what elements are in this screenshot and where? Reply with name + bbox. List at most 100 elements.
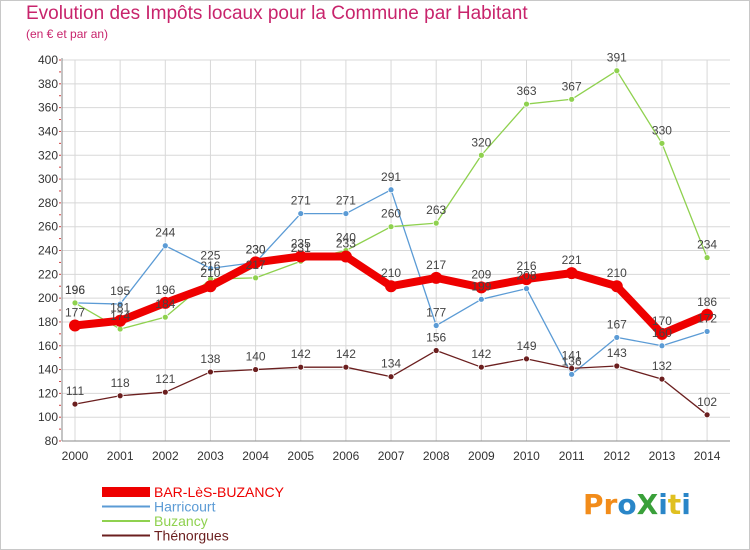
data-label: 138 [200, 352, 220, 366]
data-point [207, 368, 214, 376]
data-label: 196 [65, 283, 85, 297]
data-label: 391 [607, 51, 627, 65]
data-point [71, 299, 79, 307]
y-tick-label: 300 [38, 172, 58, 186]
data-point [249, 256, 262, 269]
data-label: 132 [652, 359, 672, 373]
data-label: 172 [697, 311, 717, 325]
data-label: 244 [155, 226, 175, 240]
data-label: 142 [471, 347, 491, 361]
data-label: 235 [291, 236, 311, 250]
data-point [252, 366, 260, 373]
logo-letter: i [658, 488, 668, 521]
data-point [523, 285, 530, 293]
data-point [432, 347, 440, 354]
chart-subtitle: (en € et par an) [26, 27, 109, 41]
data-point [204, 280, 217, 293]
logo-letter: i [681, 488, 691, 521]
data-point [159, 296, 172, 309]
data-label: 231 [291, 241, 311, 255]
y-tick-label: 280 [38, 196, 58, 210]
data-point [658, 139, 666, 147]
logo-letter: r [603, 488, 618, 521]
x-tick-label: 2012 [603, 449, 630, 463]
x-tick-label: 2004 [242, 449, 269, 463]
y-tick-label: 400 [38, 53, 58, 67]
data-label: 142 [291, 347, 311, 361]
data-point [568, 364, 576, 372]
data-point [297, 363, 305, 371]
data-point [568, 370, 576, 378]
y-tick-label: 240 [38, 244, 58, 258]
data-label: 230 [246, 242, 266, 256]
data-label: 210 [381, 266, 401, 280]
data-label: 271 [291, 194, 311, 208]
data-label: 263 [426, 203, 446, 217]
x-tick-label: 2003 [197, 449, 224, 463]
data-label: 230 [246, 242, 266, 256]
data-point [387, 373, 395, 381]
legend-label: Harricourt [154, 499, 216, 515]
data-point [477, 363, 485, 371]
data-point [520, 273, 533, 286]
data-label: 216 [200, 259, 220, 273]
data-label: 121 [155, 372, 175, 386]
logo-letter: t [667, 488, 682, 521]
data-point [69, 319, 81, 332]
data-label: 177 [426, 306, 446, 320]
data-point [207, 264, 214, 272]
x-tick-label: 2000 [62, 449, 89, 463]
data-point [523, 100, 530, 108]
data-point [613, 362, 621, 370]
proxiti-logo: ProXiti [583, 488, 691, 521]
data-label: 167 [607, 317, 627, 331]
x-tick-label: 2014 [694, 449, 721, 463]
x-tick-label: 2002 [152, 449, 179, 463]
data-label: 234 [697, 238, 717, 252]
data-label: 184 [155, 297, 175, 311]
data-label: 260 [381, 207, 401, 221]
data-label: 196 [65, 283, 85, 297]
logo-letter: P [583, 488, 604, 521]
data-point [161, 242, 169, 250]
data-label: 221 [562, 253, 582, 267]
data-point [613, 67, 621, 75]
data-label: 170 [652, 314, 672, 328]
legend-label: Thénorgues [154, 528, 229, 544]
y-tick-label: 260 [38, 220, 58, 234]
y-tick-label: 340 [38, 124, 58, 138]
data-label: 210 [200, 266, 220, 280]
data-point [568, 95, 576, 103]
data-point [339, 250, 352, 263]
data-point [658, 375, 666, 383]
legend-label: BAR-LèS-BUZANCY [154, 484, 285, 500]
data-point [477, 295, 485, 303]
data-label: 216 [516, 259, 536, 273]
data-label: 156 [426, 331, 446, 345]
data-label: 217 [246, 258, 266, 272]
data-point [475, 281, 488, 294]
data-point [565, 267, 578, 280]
data-label: 102 [697, 395, 717, 409]
data-point [703, 254, 711, 262]
data-point [703, 411, 711, 419]
data-label: 134 [381, 357, 401, 371]
data-point [477, 151, 485, 159]
x-tick-label: 2013 [649, 449, 676, 463]
data-point [658, 342, 666, 350]
data-label: 140 [246, 350, 266, 364]
data-point [114, 314, 127, 327]
chart-title: Evolution des Impôts locaux pour la Comm… [26, 3, 528, 24]
data-point [430, 271, 443, 284]
data-label: 210 [607, 266, 627, 280]
y-tick-label: 100 [38, 410, 58, 424]
y-tick-label: 120 [38, 386, 58, 400]
data-label: 143 [607, 346, 627, 360]
x-tick-label: 2010 [513, 449, 540, 463]
data-point [342, 210, 350, 217]
logo-letter: o [617, 488, 637, 521]
y-tick-label: 360 [38, 101, 58, 115]
data-point [161, 388, 169, 396]
data-label: 271 [336, 194, 356, 208]
data-label: 208 [516, 269, 536, 283]
